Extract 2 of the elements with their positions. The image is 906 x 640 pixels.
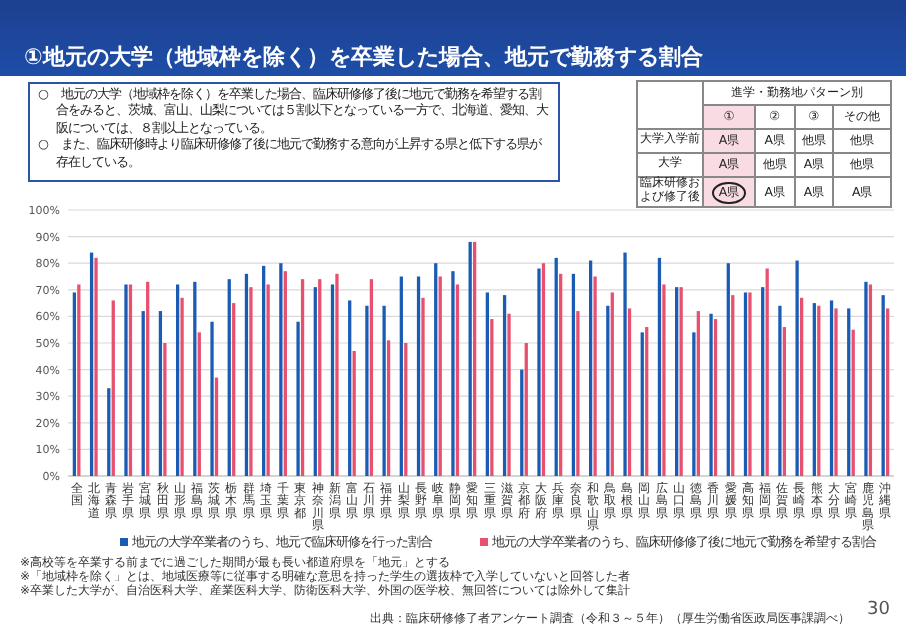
text: 30 bbox=[867, 600, 890, 620]
chart-title: ①地元の大学（地域枠を除く）を卒業した場合、地元で勤務する割合 bbox=[24, 42, 703, 72]
